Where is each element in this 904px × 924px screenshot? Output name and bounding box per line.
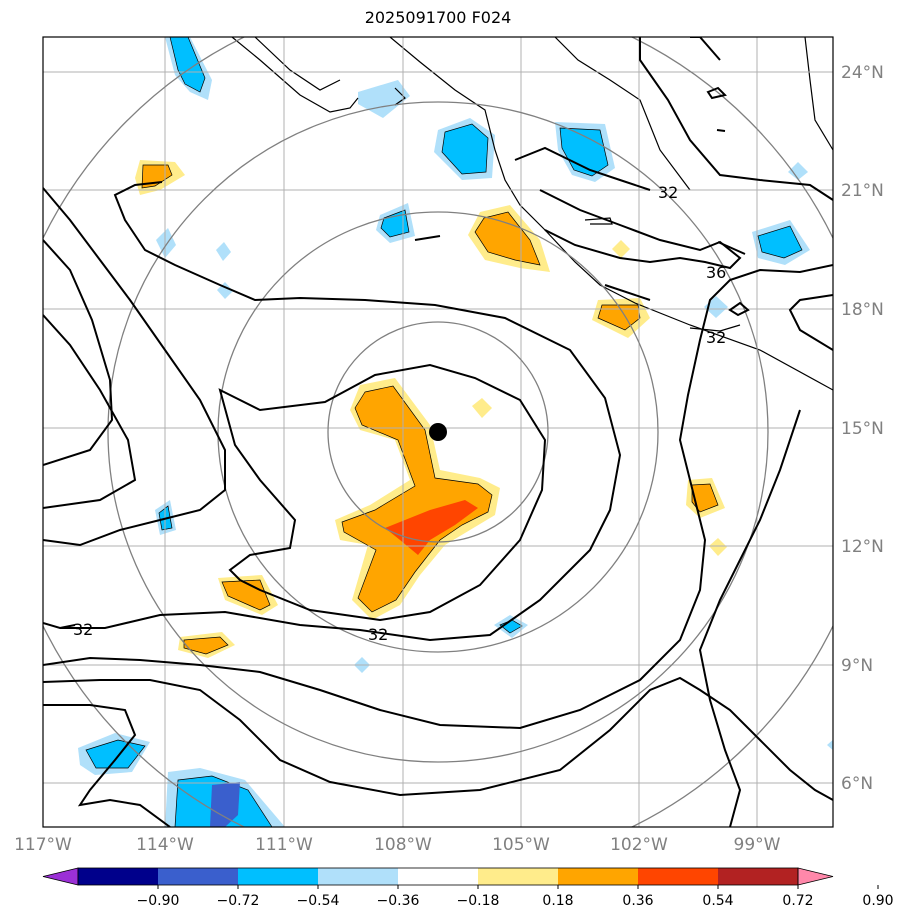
graticule xyxy=(43,37,833,827)
contour-label: 32 xyxy=(706,328,726,347)
colorbar-frame xyxy=(77,867,799,886)
latitude-axis: 24°N 21°N 18°N 15°N 12°N 9°N 6°N xyxy=(841,63,884,794)
lat-tick-label: 15°N xyxy=(841,419,884,439)
colorbar-extend-high xyxy=(797,867,834,886)
chart-title: 2025091700 F024 xyxy=(364,8,512,27)
colorbar-tick-label: 0.54 xyxy=(702,893,733,909)
lat-tick-label: 6°N xyxy=(841,774,873,794)
colorbar-tick-label: 0.18 xyxy=(542,893,573,909)
contour-labels: 32 36 32 32 32 xyxy=(73,183,726,644)
colorbar-tick-label: −0.18 xyxy=(457,893,500,909)
lon-tick-label: 117°W xyxy=(14,835,72,855)
colorbar-tick-label: 0.36 xyxy=(622,893,653,909)
colorbar-cell xyxy=(318,868,398,885)
contour-label: 32 xyxy=(73,620,93,639)
colorbar-tick-label: −0.90 xyxy=(137,893,180,909)
colorbar-cell xyxy=(158,868,238,885)
lon-tick-label: 105°W xyxy=(492,835,550,855)
lon-tick-label: 102°W xyxy=(610,835,668,855)
height-contours xyxy=(43,37,833,827)
colorbar-cell xyxy=(638,868,718,885)
colorbar-tick-label: 0.72 xyxy=(782,893,813,909)
colorbar-tick-label: −0.36 xyxy=(377,893,420,909)
colorbar-cell xyxy=(398,868,478,885)
contour-label: 32 xyxy=(658,183,678,202)
colorbar-extend-low xyxy=(42,867,79,886)
range-rings xyxy=(43,37,833,827)
colorbar-cell xyxy=(478,868,558,885)
negative-anomaly-blobs xyxy=(78,37,833,827)
map-frame xyxy=(42,36,834,828)
lon-tick-label: 99°W xyxy=(734,835,781,855)
map-plot-area: 32 36 32 32 32 xyxy=(43,37,833,827)
lat-tick-label: 18°N xyxy=(841,300,884,320)
colorbar-cell xyxy=(558,868,638,885)
positive-anomaly-central xyxy=(335,378,500,620)
longitude-axis: 117°W 114°W 111°W 108°W 105°W 102°W 99°W xyxy=(14,835,781,855)
lon-tick-label: 111°W xyxy=(255,835,313,855)
lon-tick-label: 108°W xyxy=(374,835,432,855)
positive-anomaly-blobs xyxy=(135,160,727,658)
contour-label: 32 xyxy=(368,625,388,644)
colorbar: −0.90 −0.72 −0.54 −0.36 −0.18 0.18 0.36 0.54 0.7… xyxy=(42,867,894,909)
colorbar-cell xyxy=(78,868,158,885)
coastlines xyxy=(231,37,833,391)
colorbar-tick-label: 0.90 xyxy=(862,893,893,909)
colorbar-tick-label: −0.54 xyxy=(297,893,340,909)
storm-center-marker xyxy=(429,423,447,441)
lon-tick-label: 114°W xyxy=(136,835,194,855)
lat-tick-label: 9°N xyxy=(841,656,873,676)
colorbar-tick-label: −0.72 xyxy=(217,893,260,909)
colorbar-cell xyxy=(238,868,318,885)
contour-label: 36 xyxy=(706,263,726,282)
lat-tick-label: 21°N xyxy=(841,181,884,201)
colorbar-cell xyxy=(718,868,798,885)
lat-tick-label: 12°N xyxy=(841,537,884,557)
lat-tick-label: 24°N xyxy=(841,63,884,83)
